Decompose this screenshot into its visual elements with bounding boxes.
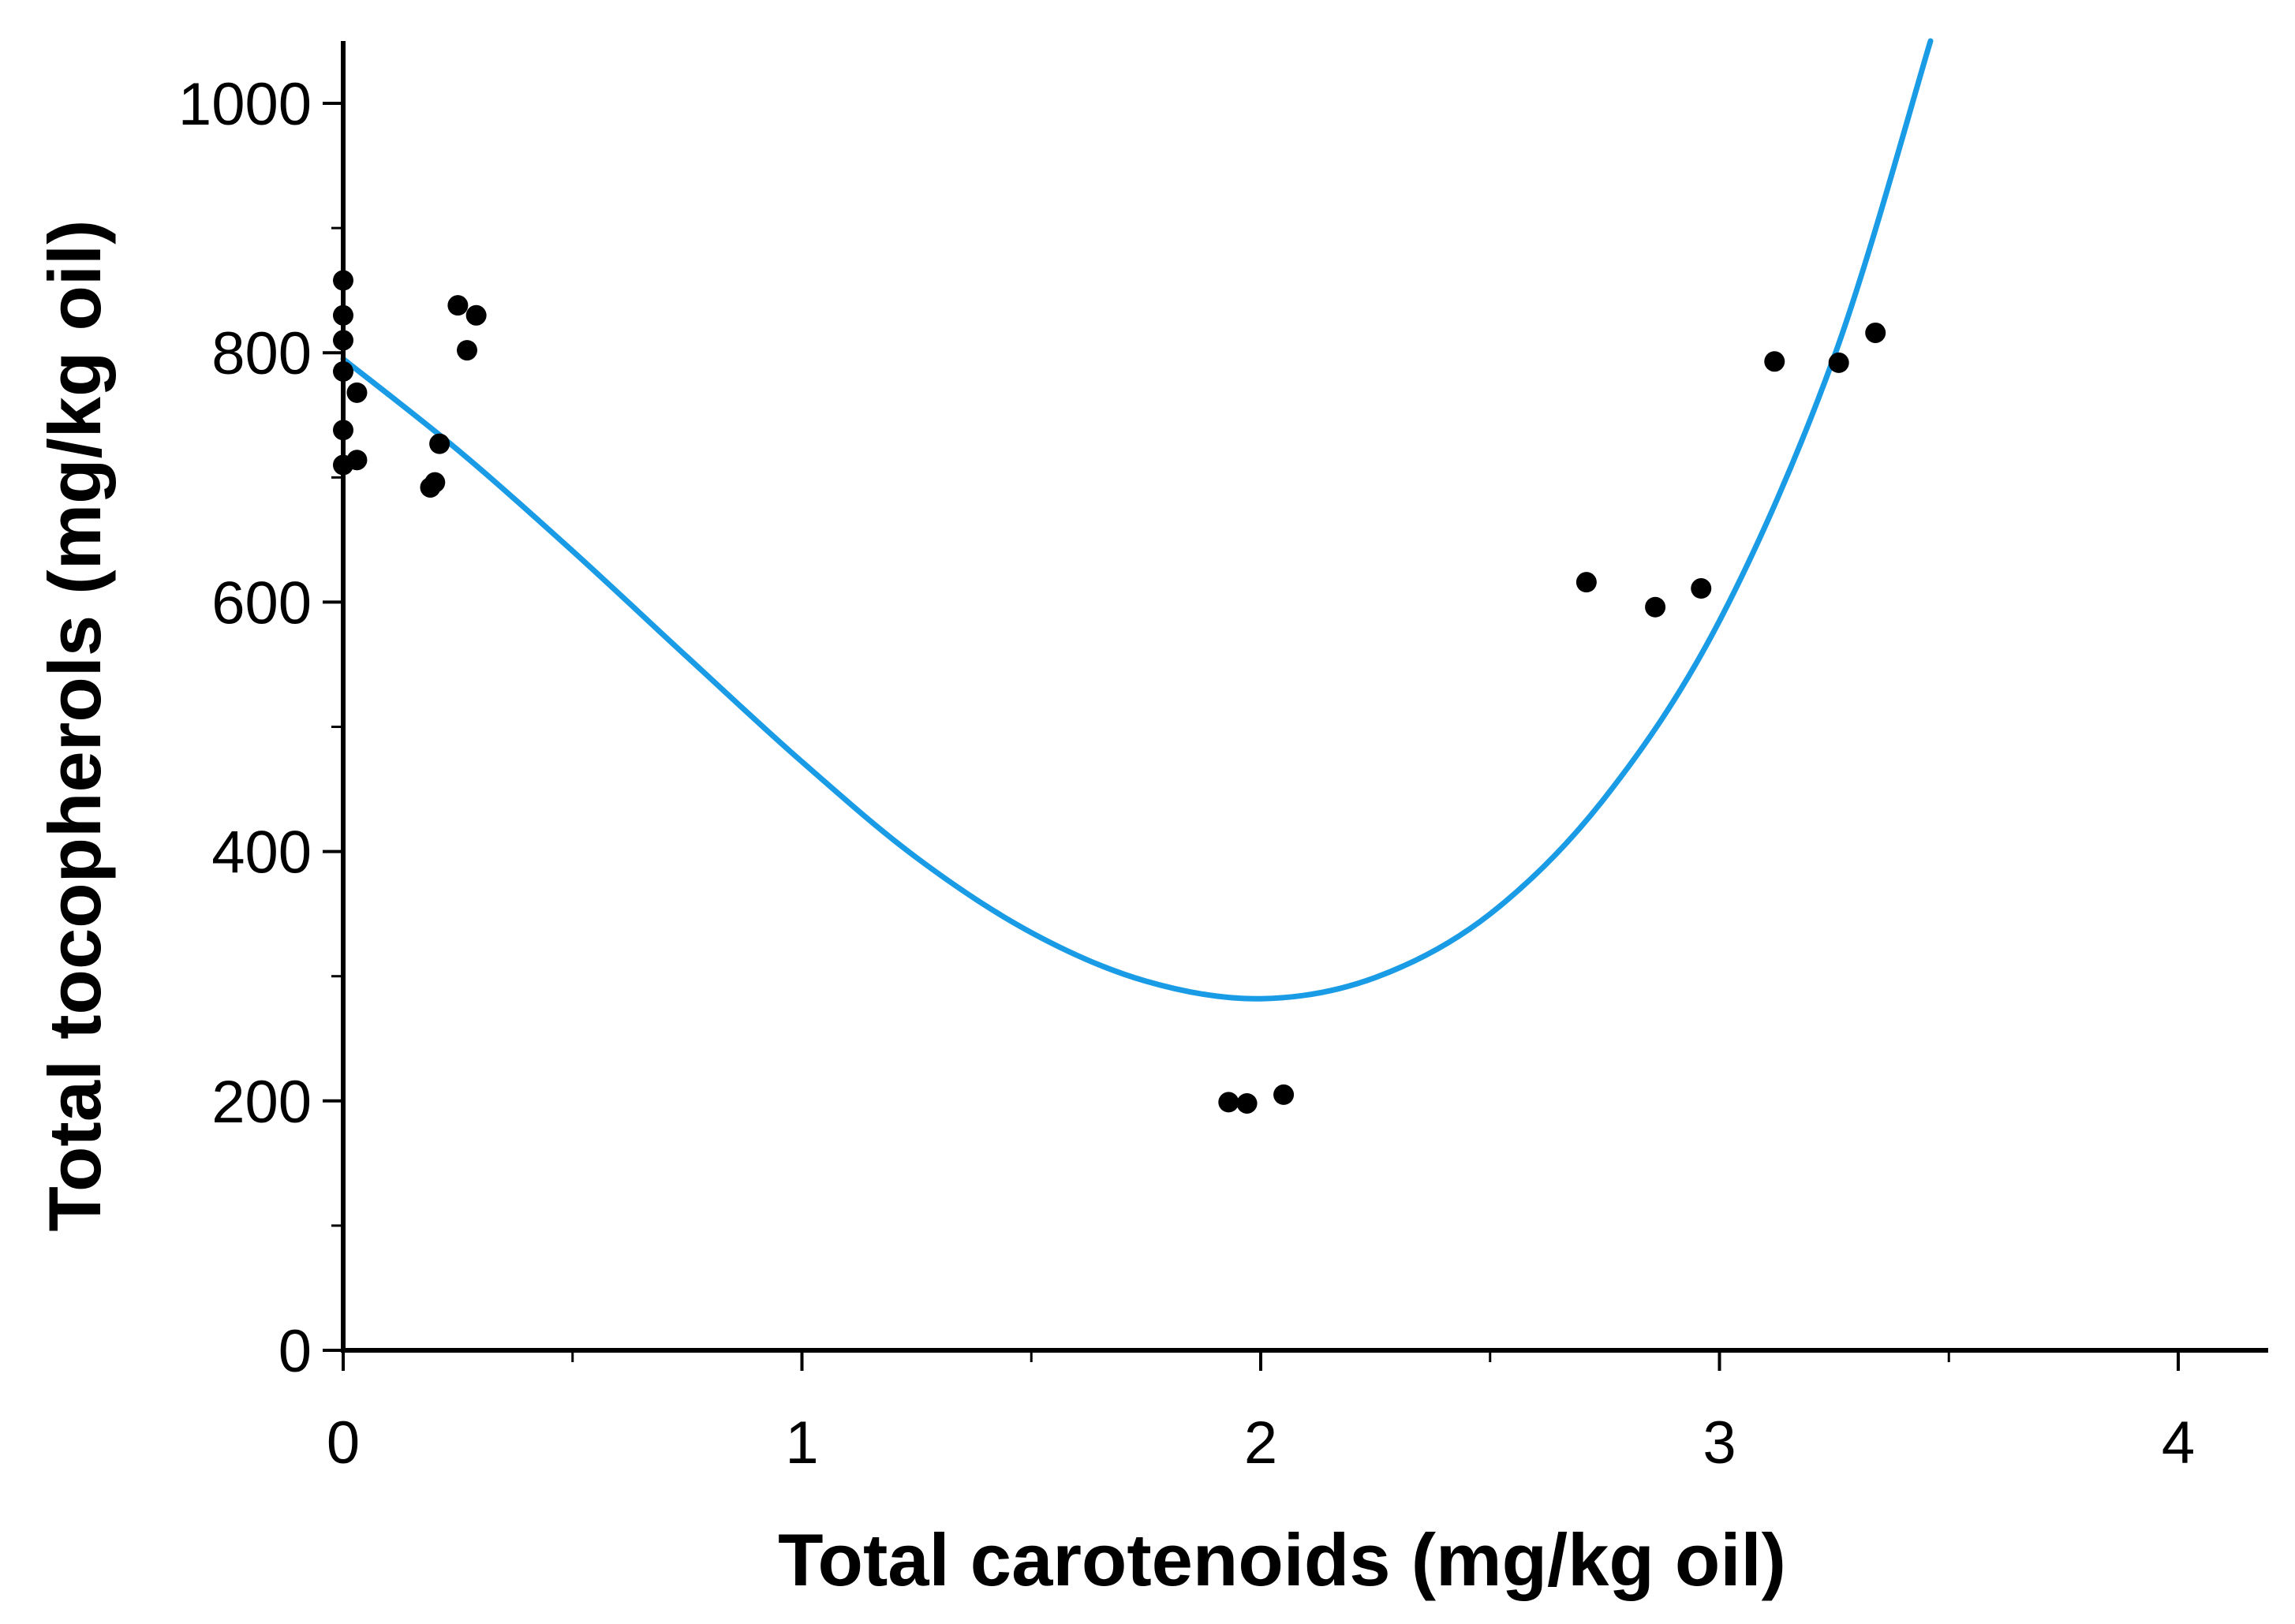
data-point: [1865, 322, 1886, 343]
data-point: [346, 450, 368, 471]
axis-ticks: 0 200 400 600 800 1000 0 1 2 3 4: [178, 71, 2195, 1477]
x-tick-label: 1: [785, 1409, 818, 1477]
data-point: [447, 295, 469, 316]
data-point: [1691, 578, 1712, 599]
data-point: [1218, 1092, 1239, 1113]
y-tick-label: 400: [211, 819, 312, 887]
y-axis-title: Total tocopherols (mg/kg oil): [33, 220, 116, 1232]
y-tick-label: 1000: [178, 71, 312, 138]
data-point: [1828, 352, 1849, 373]
scatter-points-layer: [333, 270, 1886, 1114]
fit-curve: [340, 38, 1934, 1002]
data-point: [346, 382, 368, 403]
axes: [341, 41, 2268, 1353]
data-point: [1273, 1084, 1295, 1105]
y-tick-label: 200: [211, 1069, 312, 1136]
y-tick-label: 0: [278, 1318, 312, 1385]
x-tick-label: 3: [1703, 1409, 1736, 1477]
data-point: [1236, 1092, 1258, 1114]
y-tick-label: 800: [211, 320, 312, 387]
data-point: [465, 304, 487, 326]
x-tick-label: 2: [1244, 1409, 1277, 1477]
x-tick-label: 4: [2162, 1409, 2195, 1477]
x-axis-title: Total carotenoids (mg/kg oil): [778, 1518, 1786, 1601]
data-point: [1575, 572, 1597, 593]
fit-curve-layer: [340, 38, 1934, 1002]
data-point: [457, 340, 478, 361]
x-tick-label: 0: [327, 1409, 360, 1477]
data-point: [424, 472, 446, 493]
data-point: [1645, 596, 1666, 618]
data-point: [1764, 351, 1785, 372]
data-point: [429, 433, 450, 454]
y-tick-label: 600: [211, 569, 312, 637]
